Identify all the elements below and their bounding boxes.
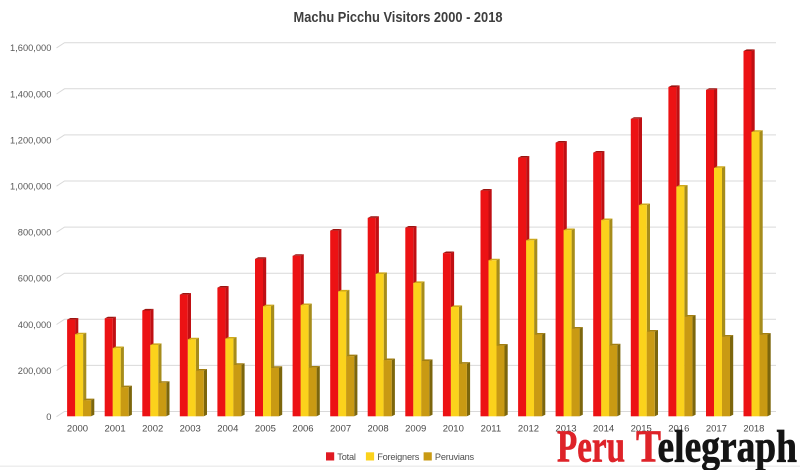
svg-text:2010: 2010 [443, 424, 464, 435]
svg-text:2007: 2007 [330, 424, 351, 435]
svg-text:2000: 2000 [67, 424, 88, 435]
svg-text:Peruvians: Peruvians [435, 452, 475, 462]
svg-text:2003: 2003 [180, 424, 201, 435]
svg-text:2016: 2016 [668, 424, 689, 435]
svg-text:200,000: 200,000 [18, 366, 52, 376]
svg-text:Peru: Peru [557, 421, 625, 471]
svg-text:2004: 2004 [217, 424, 238, 435]
svg-text:2002: 2002 [142, 424, 163, 435]
svg-text:Foreigners: Foreigners [377, 452, 420, 462]
svg-text:Total: Total [337, 452, 356, 462]
svg-text:600,000: 600,000 [18, 274, 52, 284]
svg-text:1,400,000: 1,400,000 [10, 89, 51, 99]
svg-text:2014: 2014 [593, 424, 614, 435]
svg-text:2013: 2013 [555, 424, 576, 435]
svg-text:2009: 2009 [405, 424, 426, 435]
svg-text:Machu Picchu Visitors 2000 - 2: Machu Picchu Visitors 2000 - 2018 [294, 9, 503, 26]
svg-text:2008: 2008 [368, 424, 389, 435]
svg-text:1,600,000: 1,600,000 [10, 43, 51, 53]
svg-text:2011: 2011 [481, 424, 501, 435]
svg-text:2001: 2001 [105, 424, 126, 435]
svg-text:1,200,000: 1,200,000 [10, 135, 51, 145]
svg-text:2017: 2017 [706, 424, 727, 435]
svg-text:2006: 2006 [292, 424, 313, 435]
svg-text:800,000: 800,000 [18, 228, 52, 238]
svg-text:2015: 2015 [631, 424, 652, 435]
svg-text:Telegraph: Telegraph [636, 421, 797, 471]
svg-text:0: 0 [46, 412, 51, 422]
svg-text:1,000,000: 1,000,000 [10, 182, 51, 192]
svg-text:2005: 2005 [255, 424, 276, 435]
svg-text:2018: 2018 [743, 424, 764, 435]
svg-text:400,000: 400,000 [18, 320, 52, 330]
svg-text:2012: 2012 [518, 424, 539, 435]
